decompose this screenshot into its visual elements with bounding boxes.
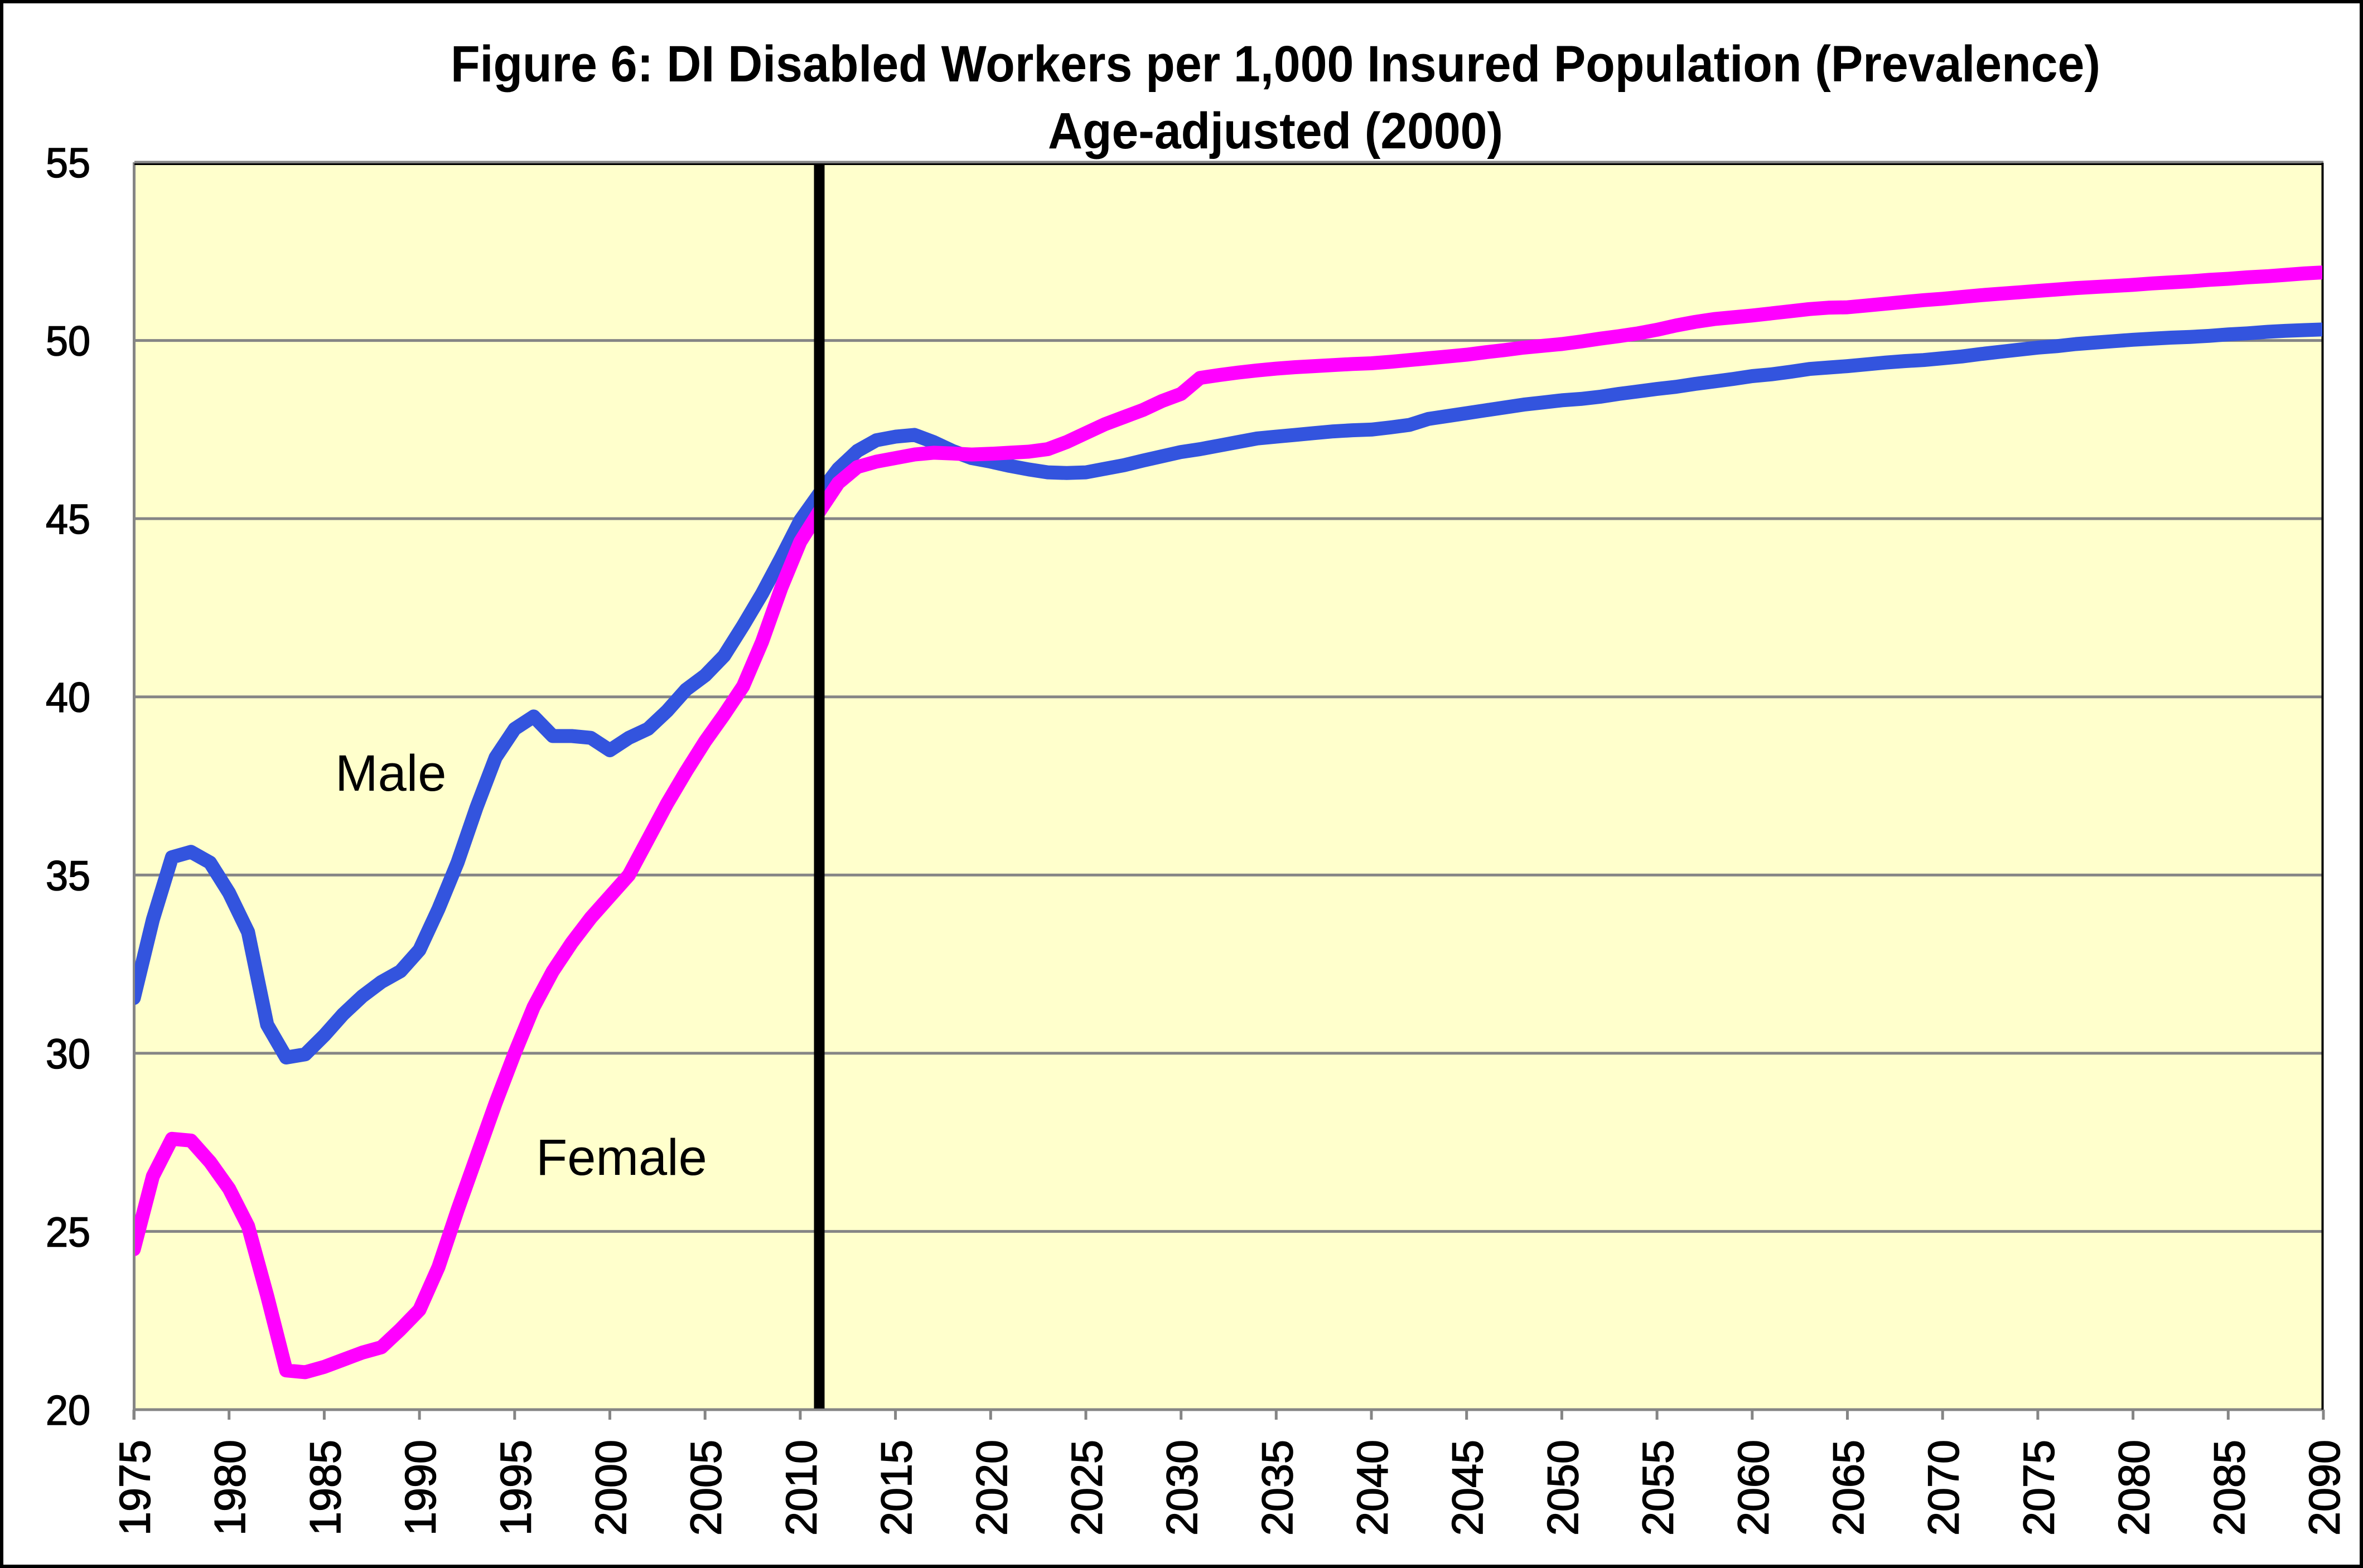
svg-text:20: 20 bbox=[46, 1387, 90, 1434]
svg-text:2050: 2050 bbox=[1538, 1440, 1587, 1536]
svg-text:Female: Female bbox=[536, 1129, 707, 1186]
svg-text:2025: 2025 bbox=[1062, 1440, 1112, 1536]
svg-text:1990: 1990 bbox=[396, 1440, 445, 1536]
svg-text:1980: 1980 bbox=[205, 1440, 254, 1536]
svg-text:Age-adjusted (2000): Age-adjusted (2000) bbox=[1048, 103, 1503, 159]
svg-text:2000: 2000 bbox=[586, 1440, 635, 1536]
svg-text:2040: 2040 bbox=[1348, 1440, 1397, 1536]
svg-text:2020: 2020 bbox=[967, 1440, 1016, 1536]
svg-text:2055: 2055 bbox=[1634, 1440, 1683, 1536]
svg-text:2065: 2065 bbox=[1824, 1440, 1873, 1536]
svg-text:2080: 2080 bbox=[2109, 1440, 2158, 1536]
svg-text:40: 40 bbox=[46, 674, 90, 721]
svg-text:Male: Male bbox=[335, 745, 446, 802]
svg-text:2060: 2060 bbox=[1728, 1440, 1777, 1536]
svg-text:1985: 1985 bbox=[301, 1440, 350, 1536]
svg-text:2070: 2070 bbox=[1919, 1440, 1968, 1536]
svg-text:55: 55 bbox=[46, 139, 90, 186]
svg-text:50: 50 bbox=[46, 318, 90, 365]
svg-text:2035: 2035 bbox=[1253, 1440, 1302, 1536]
svg-text:1975: 1975 bbox=[110, 1440, 160, 1536]
svg-text:25: 25 bbox=[46, 1208, 90, 1255]
svg-text:2030: 2030 bbox=[1157, 1440, 1206, 1536]
svg-text:2015: 2015 bbox=[872, 1440, 921, 1536]
svg-text:2085: 2085 bbox=[2205, 1440, 2254, 1536]
svg-text:35: 35 bbox=[46, 852, 90, 899]
svg-text:2045: 2045 bbox=[1443, 1440, 1492, 1536]
svg-text:2005: 2005 bbox=[682, 1440, 731, 1536]
svg-text:30: 30 bbox=[46, 1030, 90, 1077]
svg-text:1995: 1995 bbox=[491, 1440, 540, 1536]
svg-text:2090: 2090 bbox=[2300, 1440, 2349, 1536]
svg-text:45: 45 bbox=[46, 496, 90, 543]
svg-text:2075: 2075 bbox=[2014, 1440, 2063, 1536]
svg-text:Figure 6: DI Disabled Workers: Figure 6: DI Disabled Workers per 1,000 … bbox=[451, 36, 2100, 93]
svg-text:2010: 2010 bbox=[776, 1440, 825, 1536]
